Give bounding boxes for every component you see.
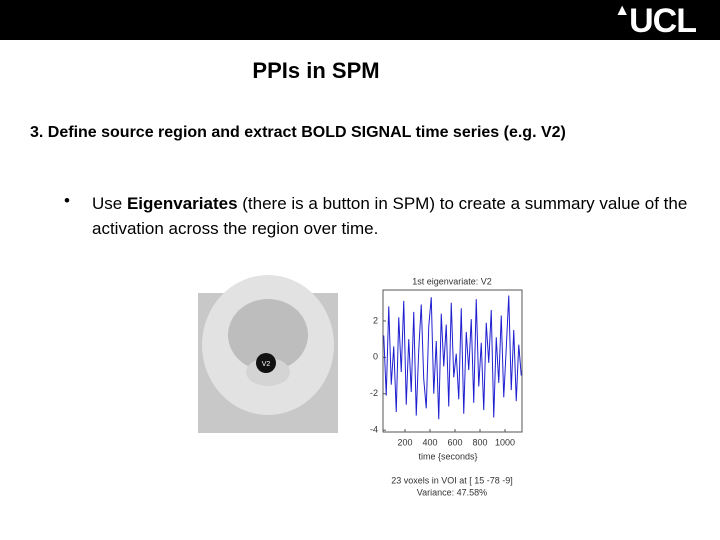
- roi-marker: [256, 353, 276, 373]
- roi-label: V2: [262, 361, 271, 368]
- logo: ▲UCL: [614, 2, 697, 41]
- x-tick-label: 800: [472, 437, 487, 447]
- slide-title: PPIs in SPM: [252, 58, 380, 83]
- logo-text: UCL: [629, 2, 697, 40]
- x-tick-label: 400: [422, 437, 437, 447]
- chart-note: Variance: 47.58%: [417, 487, 487, 497]
- text: Use: [92, 194, 127, 213]
- plot-frame: [382, 289, 523, 433]
- chart-title: 1st eigenvariate: V2: [412, 276, 492, 286]
- emphasis: Eigenvariates: [126, 194, 238, 213]
- y-tick-label: -4: [370, 425, 378, 435]
- x-axis-label: time {seconds}: [418, 451, 477, 461]
- bullet-text: Use Eigenvariates (there is a button in …: [92, 191, 692, 241]
- x-tick-label: 600: [447, 437, 462, 447]
- y-tick-label: 2: [373, 315, 378, 325]
- brain-folds: [228, 299, 308, 371]
- step-text: 3. Define source region and extract BOLD…: [30, 124, 566, 141]
- chart-note: 23 voxels in VOI at [ 15 -78 -9]: [391, 475, 513, 485]
- top-bar: [0, 0, 720, 40]
- signal-line: [383, 295, 522, 420]
- y-tick-label: 0: [373, 352, 378, 362]
- y-tick-label: -2: [370, 388, 378, 398]
- text: (there is a button in SPM) to create a s…: [92, 194, 688, 238]
- x-tick-label: 200: [397, 437, 412, 447]
- x-tick-label: 1000: [495, 437, 515, 447]
- logo-dome: ▲: [614, 2, 630, 19]
- bullet-dot: •: [64, 191, 70, 210]
